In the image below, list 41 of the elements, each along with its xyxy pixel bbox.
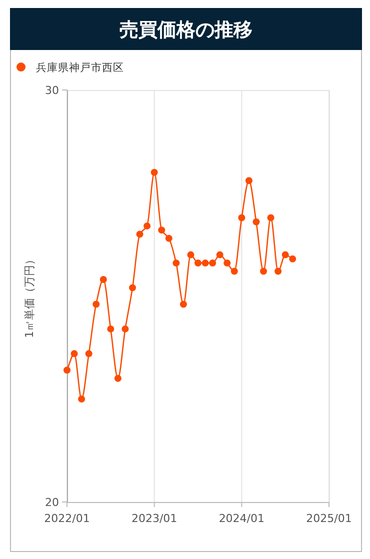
point — [267, 214, 274, 222]
point — [100, 276, 107, 284]
point — [289, 255, 296, 262]
point — [274, 268, 282, 275]
point — [136, 230, 144, 238]
point — [150, 168, 158, 176]
point — [165, 234, 172, 242]
point — [158, 226, 166, 234]
point — [224, 260, 231, 267]
y-axis-title: 1㎡単価（万円） — [23, 254, 36, 338]
point — [144, 222, 151, 230]
point — [187, 251, 194, 258]
point — [64, 366, 70, 374]
point — [129, 284, 136, 292]
point — [85, 350, 92, 358]
point — [114, 374, 122, 382]
x-tick-label: 2022/01 — [44, 512, 90, 525]
point — [172, 260, 180, 267]
point — [194, 260, 202, 267]
x-tick-label: 2023/01 — [131, 512, 178, 525]
point — [92, 300, 100, 308]
point — [238, 214, 246, 222]
point — [252, 218, 260, 226]
point — [216, 251, 224, 258]
point — [260, 268, 267, 275]
point — [78, 396, 86, 402]
point — [282, 251, 289, 258]
point — [70, 350, 78, 358]
point — [107, 325, 114, 332]
point — [230, 268, 238, 275]
legend-label: 兵庫県神戸市西区 — [36, 61, 124, 74]
point — [202, 260, 209, 267]
x-tick-label: 2024/01 — [218, 512, 265, 525]
y-tick-label: 20 — [45, 496, 59, 509]
x-tick-label: 2025/01 — [306, 512, 352, 525]
y-tick-label: 30 — [45, 84, 59, 97]
point — [245, 177, 252, 184]
point — [122, 325, 129, 332]
point — [209, 260, 216, 267]
point — [180, 300, 187, 308]
chart-title: 売買価格の推移 — [120, 19, 252, 41]
